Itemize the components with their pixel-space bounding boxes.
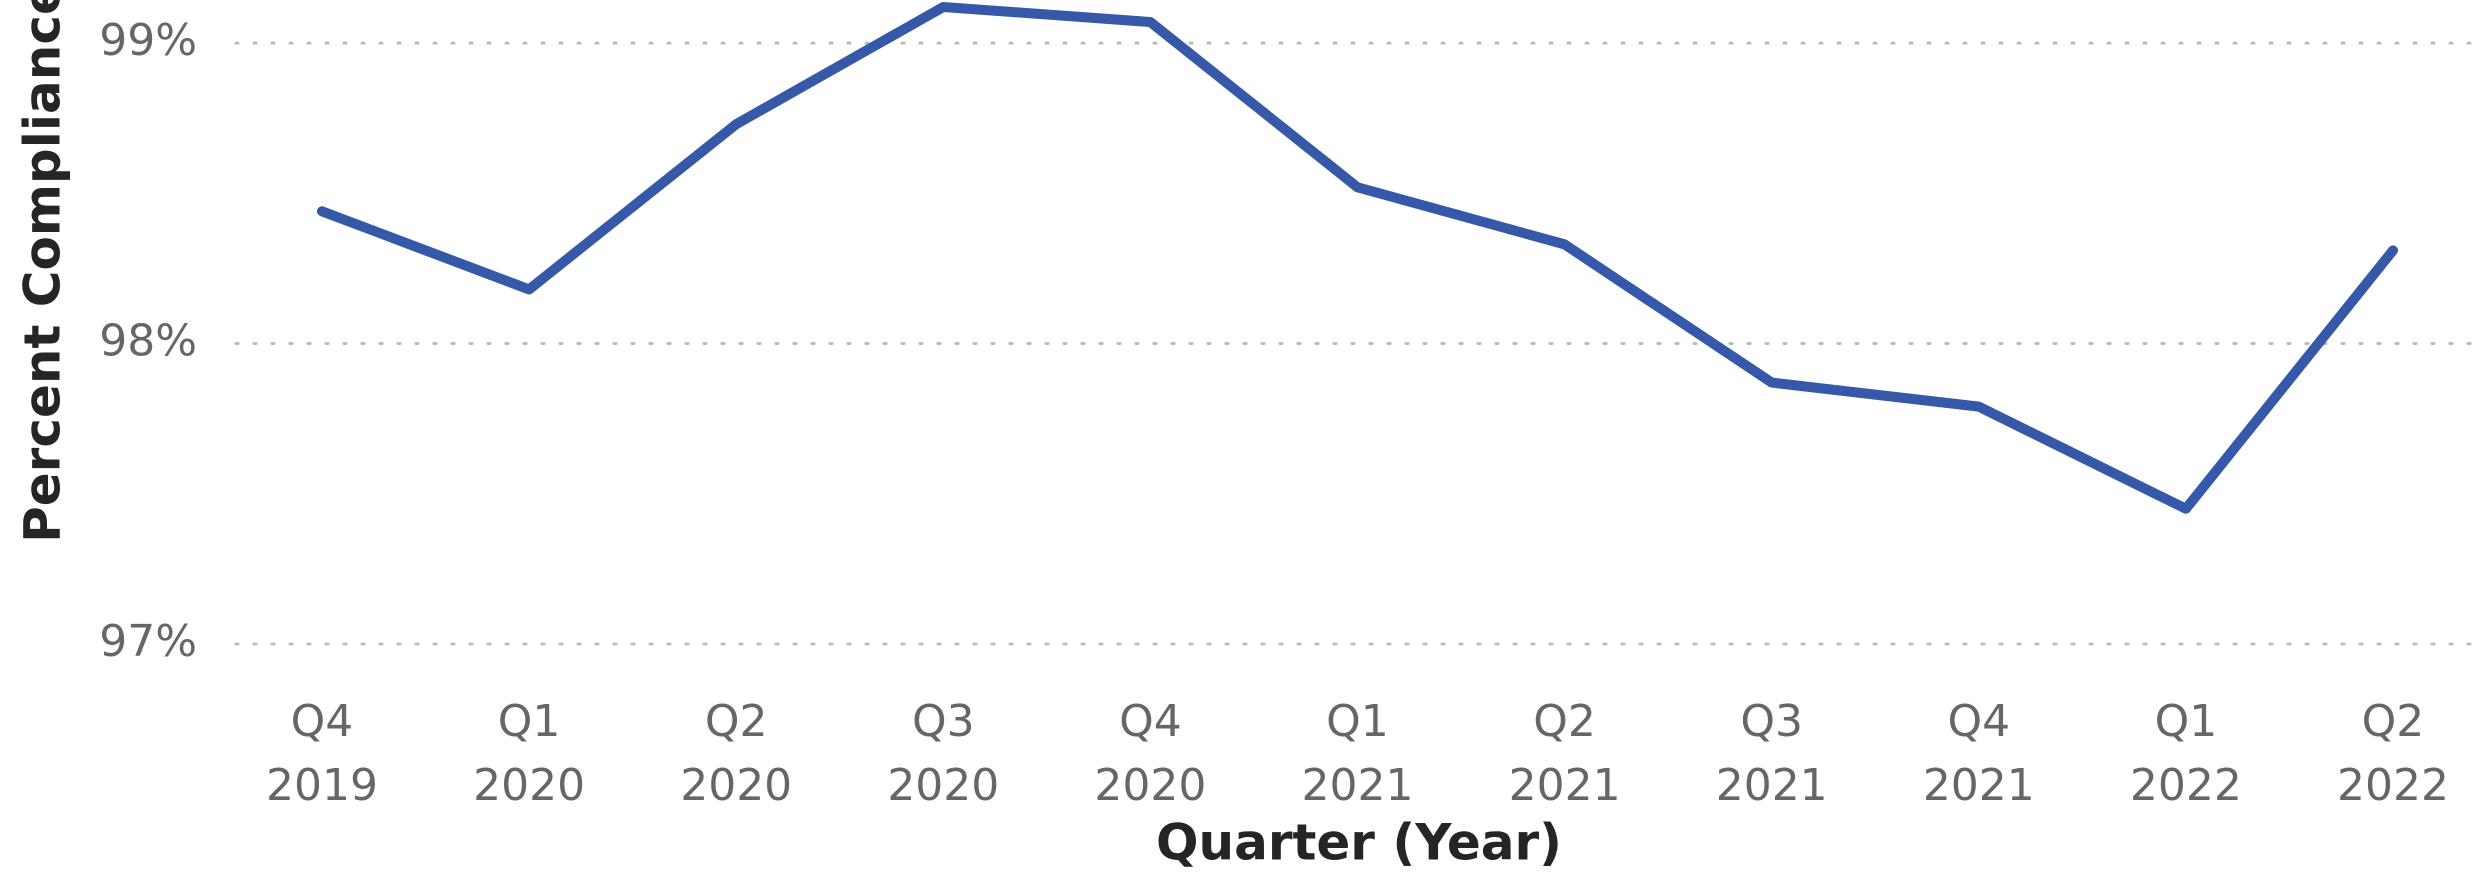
- x-tick-label: Q4 2021: [1922, 696, 2035, 811]
- x-tick-label: Q4 2020: [1094, 696, 1207, 811]
- x-tick-label: Q3 2021: [1715, 696, 1828, 811]
- x-axis-title: Quarter (Year): [1156, 814, 1562, 872]
- x-tick-label: Q1 2022: [2129, 696, 2242, 811]
- x-tick-label: Q2 2021: [1508, 696, 1621, 811]
- x-tick-label: Q2 2020: [680, 696, 793, 811]
- y-axis-title: Percent Compliance: [14, 0, 72, 543]
- line: [317, 2, 2398, 514]
- y-tick-label: 99%: [99, 15, 197, 66]
- y-tick-label: 97%: [99, 616, 197, 667]
- y-tick-label: 98%: [99, 316, 197, 367]
- x-tick-label: Q1 2020: [473, 696, 586, 811]
- x-tick-label: Q2 2022: [2337, 696, 2449, 811]
- x-tick-label: Q3 2020: [887, 696, 1000, 811]
- x-tick-label: Q1 2021: [1301, 696, 1414, 811]
- x-tick-label: Q4 2019: [266, 696, 378, 811]
